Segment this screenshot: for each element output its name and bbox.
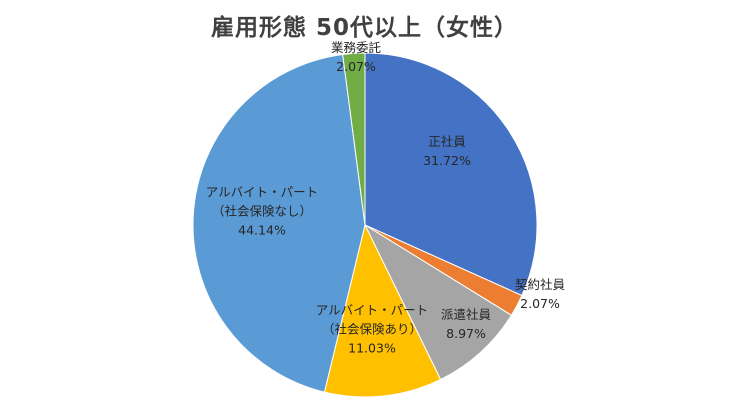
slice-value-label-3: 11.03% xyxy=(348,341,396,356)
slice-category-label-4: アルバイト・パート xyxy=(206,185,318,200)
pie-labels: 正社員 31.72% 契約社員 2.07% 派遣社員 8.97% アルバイト・パート （社会保… xyxy=(206,40,566,356)
slice-category-label-3: （社会保険あり） xyxy=(322,322,422,337)
chart-title: 雇用形態 50代以上（女性） xyxy=(210,15,518,41)
slice-category-label-1: 契約社員 xyxy=(515,277,566,292)
slice-category-label-0: 正社員 xyxy=(428,134,466,149)
pie-slice-0 xyxy=(364,52,538,297)
pie-slice-2 xyxy=(363,223,513,381)
slice-category-label-3: アルバイト・パート xyxy=(316,303,428,318)
slice-category-label-5: 業務委託 xyxy=(331,40,382,55)
slice-category-label-2: 派遣社員 xyxy=(441,307,492,322)
pie-slice-4 xyxy=(192,53,366,393)
pie-slice-3 xyxy=(323,223,442,398)
slice-category-label-4: （社会保険なし） xyxy=(212,204,312,219)
slice-value-label-2: 8.97% xyxy=(446,326,486,341)
slice-value-label-1: 2.07% xyxy=(520,296,560,311)
slice-value-label-0: 31.72% xyxy=(423,153,471,168)
pie-slice-5 xyxy=(342,52,366,226)
slice-value-label-5: 2.07% xyxy=(336,59,376,74)
pie-slices xyxy=(192,52,538,398)
slice-value-label-4: 44.14% xyxy=(238,223,286,238)
